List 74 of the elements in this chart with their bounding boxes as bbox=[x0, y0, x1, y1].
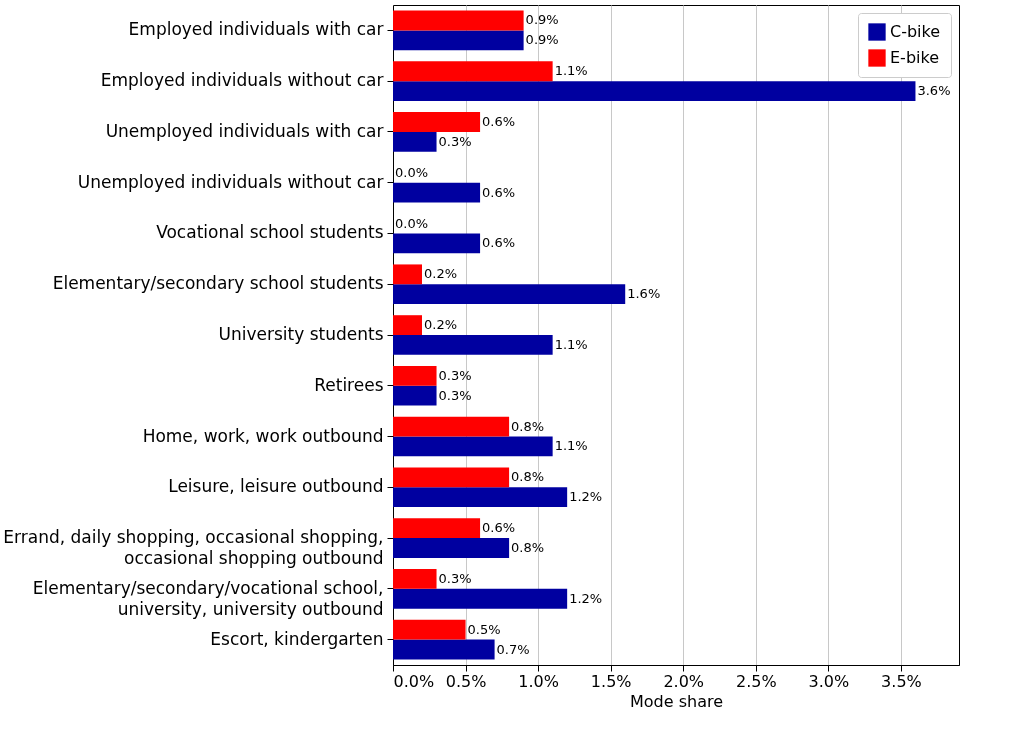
data-label: 0.8% bbox=[511, 539, 545, 555]
bar bbox=[393, 315, 423, 335]
y-tick-label: Unemployed individuals without car bbox=[77, 171, 384, 192]
bar bbox=[393, 588, 568, 609]
data-label: 0.3% bbox=[438, 133, 472, 149]
bar bbox=[393, 538, 510, 558]
data-label: 0.5% bbox=[467, 621, 501, 637]
bar bbox=[393, 365, 437, 386]
bar bbox=[393, 619, 466, 640]
x-axis-title: Mode share bbox=[629, 691, 724, 711]
data-label: 3.6% bbox=[917, 83, 951, 99]
data-label: 0.0% bbox=[395, 215, 429, 231]
y-tick-label: Employed individuals with car bbox=[128, 19, 384, 40]
bar bbox=[393, 131, 437, 152]
bar bbox=[393, 182, 481, 203]
bar bbox=[393, 264, 423, 285]
data-label: 0.2% bbox=[424, 317, 458, 333]
bar bbox=[393, 30, 524, 51]
bar bbox=[393, 10, 524, 31]
data-label: 0.3% bbox=[438, 570, 472, 586]
x-tick-label: 2.5% bbox=[735, 671, 777, 691]
data-label: 1.1% bbox=[554, 336, 588, 352]
data-label: 0.9% bbox=[525, 12, 559, 28]
y-tick-label: Retirees bbox=[314, 374, 384, 395]
data-label: 0.7% bbox=[496, 641, 530, 657]
bar bbox=[393, 385, 437, 406]
data-label: 0.8% bbox=[511, 418, 545, 434]
bar bbox=[393, 61, 553, 82]
x-tick-label: 1.5% bbox=[590, 671, 632, 691]
y-tick-label: Errand, daily shopping, occasional shopping, occasional shopping outbound bbox=[3, 527, 384, 569]
bar bbox=[393, 569, 437, 589]
x-tick-label: 3.0% bbox=[808, 671, 850, 691]
bar bbox=[393, 639, 495, 660]
x-tick-label: 0.0% bbox=[393, 671, 435, 691]
data-label: 0.3% bbox=[438, 387, 472, 403]
data-label: 0.0% bbox=[395, 164, 429, 180]
y-tick-label: Unemployed individuals with car bbox=[105, 120, 384, 141]
y-tick-label: University students bbox=[218, 324, 384, 344]
x-tick-label: 1.0% bbox=[518, 671, 559, 691]
y-tick-label: Employed individuals without car bbox=[100, 70, 384, 91]
bar bbox=[393, 416, 510, 437]
bar bbox=[393, 487, 568, 508]
data-label: 1.1% bbox=[554, 63, 588, 79]
bar bbox=[393, 335, 553, 355]
bar bbox=[393, 81, 916, 101]
x-tick-label: 0.5% bbox=[445, 671, 487, 691]
x-tick-label: 3.5% bbox=[881, 671, 922, 691]
data-label: 1.1% bbox=[554, 438, 588, 454]
y-tick-label: Escort, kindergarten bbox=[210, 628, 384, 649]
legend-label: C-bike bbox=[890, 22, 941, 41]
bar bbox=[393, 467, 510, 488]
data-label: 0.6% bbox=[482, 235, 516, 251]
y-tick-label: Home, work, work outbound bbox=[142, 425, 384, 446]
bar bbox=[393, 284, 626, 305]
data-label: 0.8% bbox=[511, 469, 545, 485]
y-tick-label: Vocational school students bbox=[156, 222, 384, 243]
x-tick-label: 2.0% bbox=[663, 671, 705, 691]
bar bbox=[393, 436, 553, 457]
bar bbox=[393, 518, 481, 539]
bar bbox=[393, 112, 481, 132]
bar bbox=[393, 233, 481, 254]
data-label: 0.6% bbox=[482, 184, 516, 200]
data-label: 0.3% bbox=[438, 367, 472, 383]
data-label: 0.6% bbox=[482, 114, 516, 130]
y-tick-label: Elementary/secondary school students bbox=[52, 273, 384, 294]
data-label: 0.9% bbox=[525, 32, 559, 48]
data-label: 1.2% bbox=[569, 489, 603, 505]
data-label: 0.2% bbox=[424, 266, 458, 282]
data-label: 1.6% bbox=[627, 286, 661, 302]
y-tick-label: Elementary/secondary/vocational school, university, university outbound bbox=[32, 577, 384, 619]
data-label: 0.6% bbox=[482, 520, 516, 536]
data-label: 1.2% bbox=[569, 590, 603, 606]
legend-label: E-bike bbox=[890, 48, 940, 67]
y-tick-label: Leisure, leisure outbound bbox=[168, 476, 384, 497]
